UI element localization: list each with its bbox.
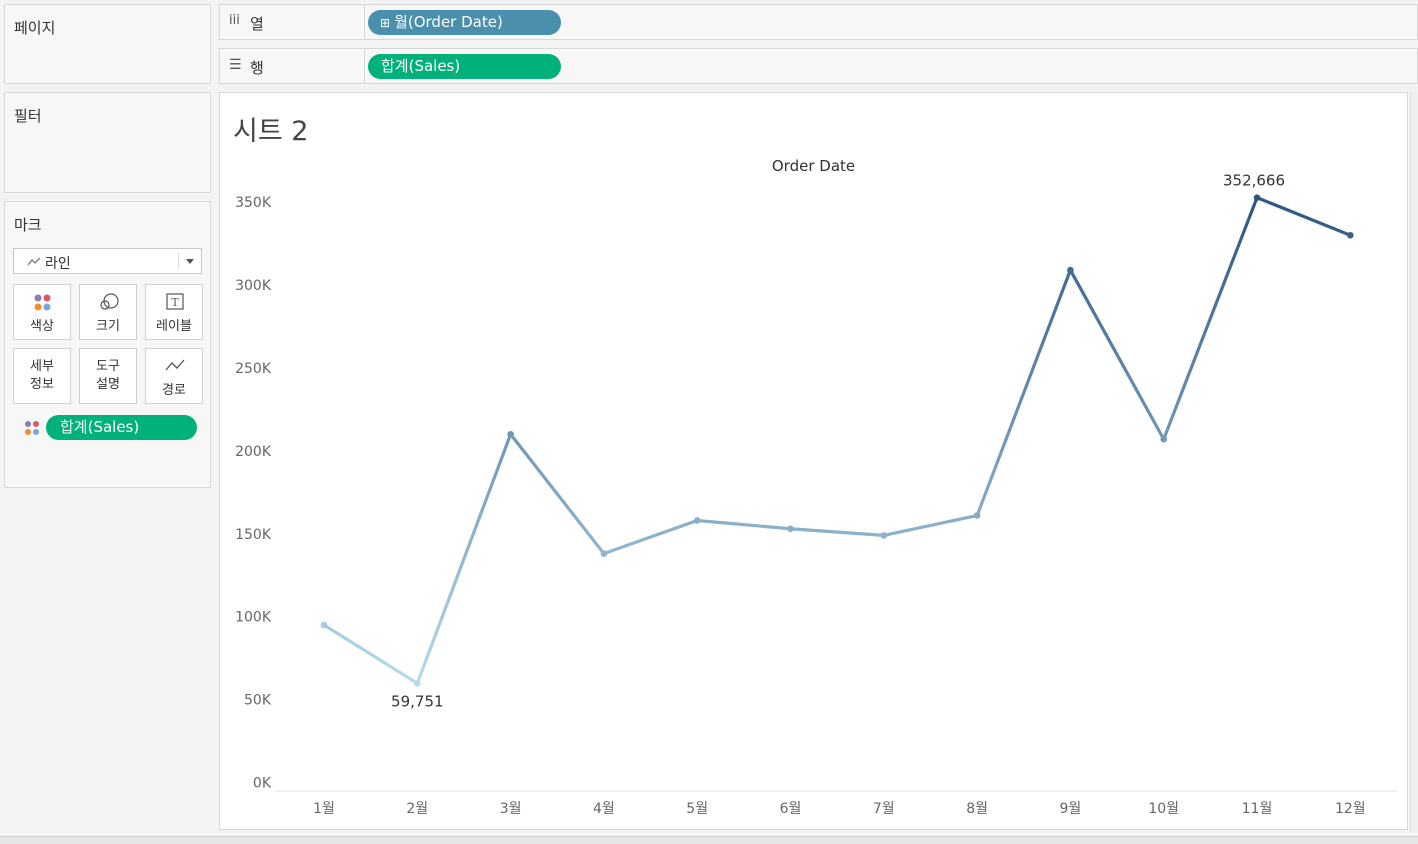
x-tick-label: 2월 [406,801,428,817]
pages-title: 페이지 [14,19,56,37]
color-icon [34,294,51,311]
sales-series[interactable] [320,194,1354,687]
data-point[interactable] [880,532,888,539]
data-point[interactable] [1347,231,1354,239]
filters-panel[interactable]: 필터 [4,92,211,193]
y-tick-label: 350K [235,195,272,211]
data-point[interactable] [414,680,421,687]
vertical-scrollbar[interactable] [1410,92,1418,832]
pages-panel: 페이지 [4,4,211,84]
x-tick-label: 7월 [873,801,895,817]
tooltip-line1: 도구 [96,359,120,374]
rows-shelf[interactable]: ☰ 행 합계(Sales) [219,48,1418,84]
sheet-tabs-bar[interactable] [0,836,1418,844]
rows-label: 행 [250,59,264,77]
columns-shelf-label: iii 열 [220,5,365,39]
x-tick-label: 1월 [313,801,335,817]
column-header: Order Date [771,157,856,175]
data-point[interactable] [1067,266,1074,274]
filters-title: 필터 [14,107,42,125]
sum-sales-row-pill[interactable]: 합계(Sales) [368,54,561,79]
x-tick-label: 4월 [593,801,615,817]
label-button-label: 레이블 [156,319,192,334]
columns-icon: iii [229,13,240,28]
rows-shelf-label: ☰ 행 [220,49,365,83]
dropdown-separator [178,253,179,269]
detail-button-text: 세부 정보 [14,358,70,394]
x-axis: 1월 2월 3월 4월 5월 6월 7월 8월 9월 10월 11월 12월 [275,790,1398,817]
y-tick-label: 250K [235,361,272,377]
data-point[interactable] [507,430,514,438]
y-tick-label: 0K [253,776,272,792]
sum-sales-row-pill-label: 합계(Sales) [381,57,461,75]
sum-sales-color-pill-label: 합계(Sales) [60,418,140,436]
marks-title: 마크 [14,216,42,234]
x-tick-label: 8월 [966,801,988,817]
line-chart[interactable]: 0K 50K 100K 150K 200K 250K 300K 350K 1월 2월 3월 4월 5월… [220,93,1407,829]
size-icon [100,293,119,310]
x-tick-label: 3월 [500,801,522,817]
worksheet-view[interactable]: 시트 2 Order Date 0K 50K 100K 150K 200K 250K 300… [219,92,1408,830]
data-point[interactable] [693,517,701,524]
x-tick-label: 6월 [780,801,802,817]
columns-label: 열 [250,15,264,33]
data-point[interactable] [320,621,328,629]
data-label: 352,666 [1223,172,1285,190]
y-tick-label: 300K [235,278,272,294]
sales-line[interactable] [323,196,1351,686]
line-mark-icon [27,257,41,266]
rows-icon: ☰ [229,57,242,73]
tooltip-button[interactable]: 도구 설명 [79,348,137,404]
x-tick-label: 10월 [1148,801,1179,817]
marks-panel: 마크 라인 색상 크기 T 레이블 세부 정보 [4,201,211,488]
detail-line2: 정보 [30,377,54,392]
data-point[interactable] [973,512,981,519]
month-order-date-pill-label: 월(Order Date) [394,13,503,31]
detail-button[interactable]: 세부 정보 [13,348,71,404]
path-icon [165,359,185,371]
path-button[interactable]: 경로 [145,348,203,404]
x-tick-label: 5월 [686,801,708,817]
color-button[interactable]: 색상 [13,284,71,340]
sum-sales-color-pill[interactable]: 합계(Sales) [46,415,197,440]
data-point[interactable] [1160,435,1167,443]
label-button[interactable]: T 레이블 [145,284,203,340]
y-tick-label: 100K [235,610,272,626]
color-encoding-icon [25,421,39,435]
tooltip-button-text: 도구 설명 [80,358,136,394]
color-button-label: 색상 [30,319,54,334]
tooltip-line2: 설명 [96,377,120,392]
expand-plus-icon[interactable]: ⊞ [380,16,391,30]
month-order-date-pill[interactable]: ⊞ 월(Order Date) [368,10,561,35]
data-point[interactable] [1253,194,1261,201]
size-button[interactable]: 크기 [79,284,137,340]
path-button-label: 경로 [162,383,186,398]
y-tick-label: 150K [235,527,272,543]
mark-type-label: 라인 [45,256,71,272]
y-tick-label: 50K [244,693,272,709]
x-tick-label: 9월 [1060,801,1082,817]
chevron-down-icon[interactable] [186,259,194,264]
text-label-icon: T [166,293,184,310]
data-point[interactable] [600,550,608,557]
x-tick-label: 12월 [1335,801,1366,817]
data-labels: 59,751 352,666 [391,172,1285,711]
columns-shelf[interactable]: iii 열 ⊞ 월(Order Date) [219,4,1418,40]
data-label: 59,751 [391,692,444,710]
size-button-label: 크기 [96,319,120,334]
sheet-title: 시트 2 [233,116,309,147]
svg-text:T: T [171,296,179,309]
x-tick-label: 11월 [1242,801,1273,817]
y-tick-label: 200K [235,444,272,460]
mark-type-dropdown[interactable]: 라인 [13,248,202,274]
data-point[interactable] [787,525,794,533]
detail-line1: 세부 [30,359,54,374]
y-axis: 0K 50K 100K 150K 200K 250K 300K 350K [235,195,272,791]
